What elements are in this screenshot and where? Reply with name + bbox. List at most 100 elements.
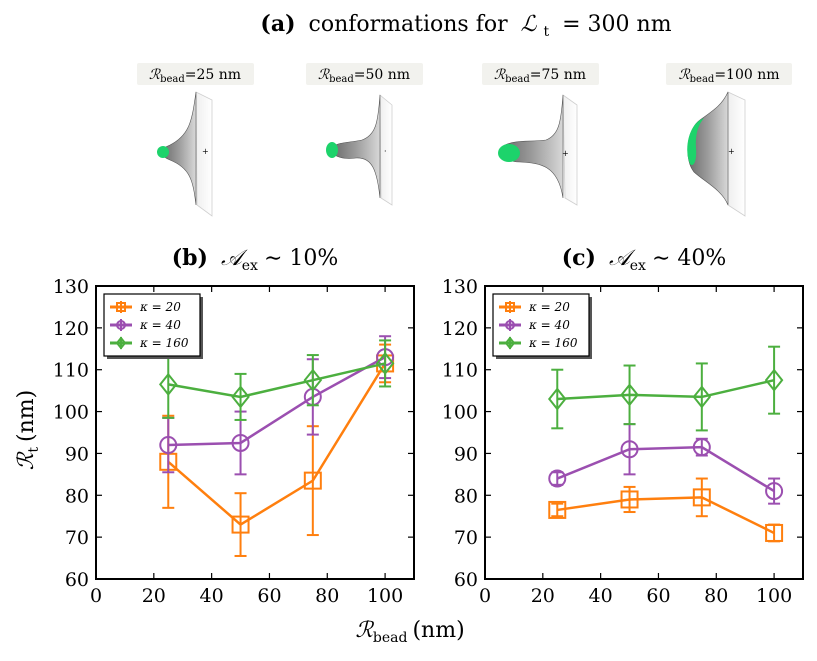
svg-text:ℛbead=25 nm: ℛbead=25 nm <box>149 67 241 85</box>
plot-frame <box>484 285 804 580</box>
x-axis-label: ℛbead (nm) <box>355 618 464 646</box>
data-point <box>231 515 250 534</box>
panel-a-title-bold: (a) <box>260 11 295 37</box>
data-point <box>692 438 711 457</box>
data-point <box>548 469 567 488</box>
data-point <box>764 368 784 392</box>
data-point <box>548 500 567 519</box>
x-tick-label: 60 <box>257 585 281 607</box>
legend-label: κ = 40 <box>139 318 181 332</box>
y-tick-label: 70 <box>65 527 89 549</box>
data-point <box>620 383 639 407</box>
series-line <box>167 362 387 527</box>
y-tick-label: 120 <box>442 318 478 340</box>
panel-a-title-math: ℒ <box>521 12 538 37</box>
legend-label: κ = 20 <box>528 300 570 314</box>
legend-label: κ = 20 <box>139 300 181 314</box>
svg-text:+: + <box>728 147 735 156</box>
svg-text:ℛbead=100 nm: ℛbead=100 nm <box>678 67 779 85</box>
legend-label: κ = 160 <box>139 336 189 350</box>
svg-text:+: + <box>202 147 209 156</box>
x-tick-label: 40 <box>200 585 224 607</box>
data-point <box>303 471 322 490</box>
series-circle <box>548 423 784 505</box>
data-point <box>692 385 712 409</box>
data-point <box>765 482 784 501</box>
conformation-label-25: ℛbead=25 nm <box>137 63 254 85</box>
panel-a-title-rest: conformations for <box>309 12 509 37</box>
x-tick-label: 100 <box>756 585 792 607</box>
svg-text:+: + <box>562 149 569 158</box>
conformation-image-100: + <box>687 91 746 217</box>
panel-c-title: (c) 𝒜ex ∼ 40% <box>562 245 727 274</box>
data-point <box>620 440 639 459</box>
x-tick-label: 60 <box>646 585 670 607</box>
series-square <box>159 343 395 557</box>
x-tick-label: 100 <box>367 585 403 607</box>
y-tick-label: 60 <box>65 569 89 591</box>
data-point <box>303 368 323 392</box>
y-tick-label: 110 <box>442 360 478 382</box>
legend-marker <box>505 320 515 330</box>
x-tick-label: 20 <box>531 585 555 607</box>
conformation-image-75: + <box>498 94 578 206</box>
y-tick-label: 70 <box>454 527 478 549</box>
panel-a-title-value: = 300 nm <box>562 12 672 37</box>
y-tick-label: 80 <box>65 485 89 507</box>
legend: κ = 20 κ = 40 κ = 160 <box>103 293 203 359</box>
y-tick-label: 100 <box>442 402 478 424</box>
y-tick-label: 60 <box>454 569 478 591</box>
data-point <box>620 490 639 509</box>
series-line <box>556 445 775 493</box>
series-diamond <box>158 339 395 421</box>
data-point <box>158 372 178 396</box>
series-line <box>168 362 386 399</box>
series-line <box>557 378 775 401</box>
y-axis-label: ℛt(nm) <box>14 390 42 470</box>
data-point <box>375 351 395 376</box>
data-point <box>231 433 250 452</box>
data-point <box>692 488 711 507</box>
conformation-labels: ℛbead=25 nm ℛbead=50 nm ℛbead=75 nm ℛbea… <box>137 63 792 85</box>
svg-text:ℛbead=75 nm: ℛbead=75 nm <box>494 67 586 85</box>
legend-label: κ = 40 <box>528 318 570 332</box>
x-tick-label: 80 <box>315 585 339 607</box>
conformation-label-75: ℛbead=75 nm <box>482 63 599 85</box>
series-line <box>557 496 775 535</box>
x-tick-label: 40 <box>589 585 613 607</box>
series-square <box>548 477 784 543</box>
legend-label: κ = 160 <box>528 336 578 350</box>
y-tick-label: 80 <box>454 485 478 507</box>
svg-text:·: · <box>384 147 387 156</box>
x-tick-label: 20 <box>142 585 166 607</box>
x-tick-label: 0 <box>479 585 491 607</box>
data-point <box>547 387 567 411</box>
x-tick-label: 80 <box>704 585 728 607</box>
series-line <box>168 356 386 447</box>
data-point <box>765 523 784 542</box>
panel-b-title: (b) 𝒜ex ∼ 10% <box>172 245 339 274</box>
conformation-label-50: ℛbead=50 nm <box>306 63 423 85</box>
conformation-image-25: + <box>157 91 213 217</box>
legend-marker <box>116 302 126 312</box>
conformation-label-100: ℛbead=100 nm <box>666 63 792 85</box>
y-tick-label: 130 <box>53 276 89 298</box>
legend-marker <box>115 336 127 350</box>
conformation-image-50: · <box>326 94 393 206</box>
legend-marker <box>505 302 515 312</box>
data-point <box>231 385 250 409</box>
series-diamond <box>547 345 784 432</box>
legend-marker <box>504 336 516 350</box>
x-tick-label: 0 <box>90 585 102 607</box>
svg-text:ℛbead=50 nm: ℛbead=50 nm <box>318 67 410 85</box>
panel-a-title-sub: t <box>543 24 549 40</box>
legend-marker <box>116 320 126 330</box>
y-tick-label: 100 <box>53 402 89 424</box>
panel-a-title: (a) conformations for ℒ t = 300 nm <box>260 11 671 42</box>
legend: κ = 20 κ = 40 κ = 160 <box>492 293 592 359</box>
y-tick-label: 90 <box>454 443 478 465</box>
y-tick-label: 130 <box>442 276 478 298</box>
